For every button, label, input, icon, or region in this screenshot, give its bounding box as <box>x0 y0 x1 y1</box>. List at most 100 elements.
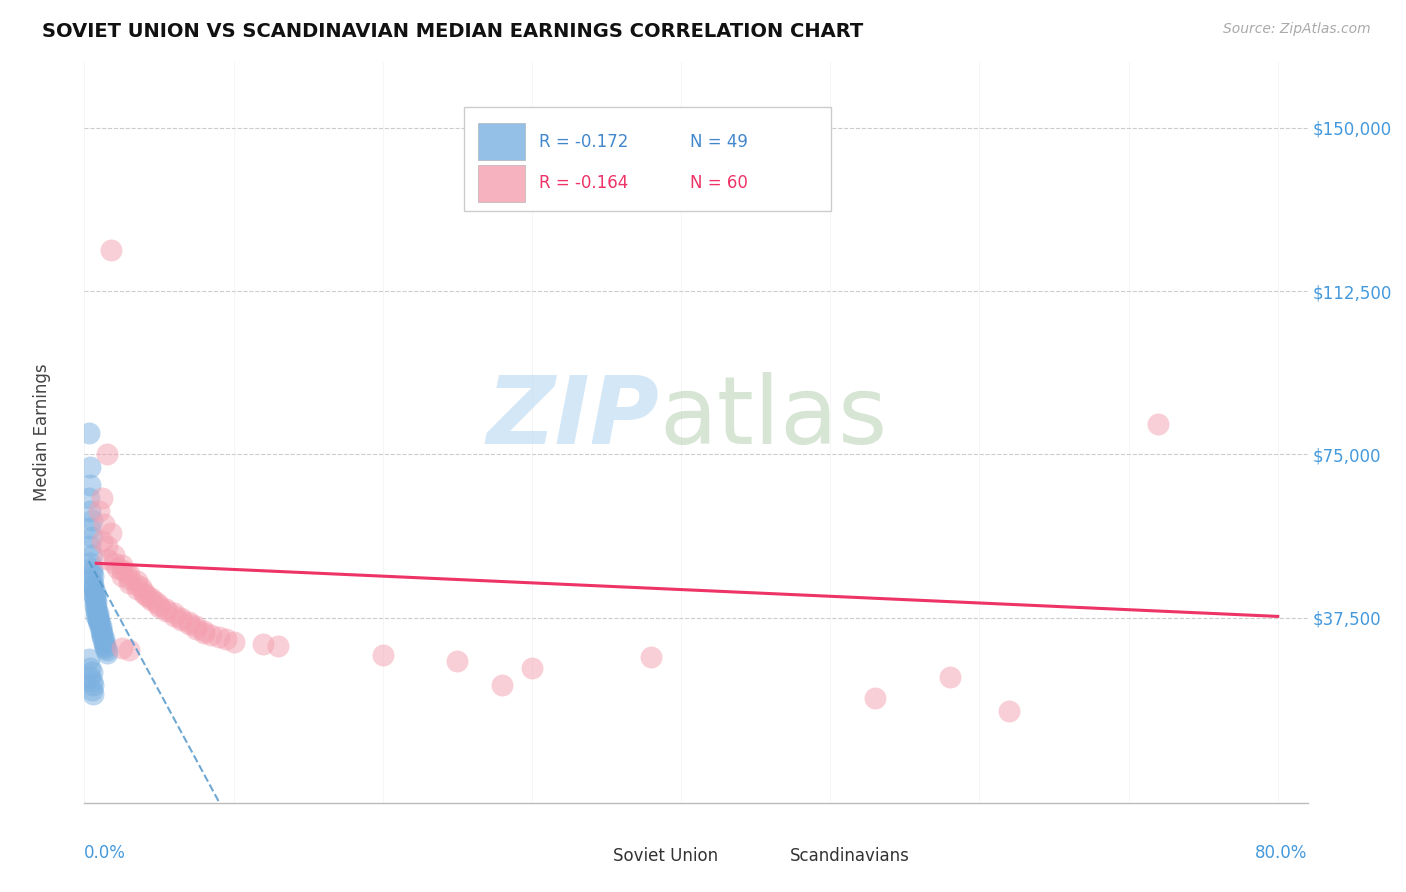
Point <box>79 460 101 475</box>
Point <box>84 599 107 614</box>
Point <box>125 582 148 597</box>
Point <box>91 626 114 640</box>
Point <box>170 613 193 627</box>
Point <box>80 530 103 544</box>
Point <box>125 574 148 588</box>
Point <box>200 628 222 642</box>
Text: Scandinavians: Scandinavians <box>790 847 910 865</box>
Text: Soviet Union: Soviet Union <box>613 847 718 865</box>
Point <box>100 243 122 257</box>
Point <box>105 560 128 574</box>
Point <box>111 569 134 583</box>
Point <box>94 641 117 656</box>
Point <box>96 643 118 657</box>
Point <box>371 648 394 662</box>
Point <box>87 613 110 627</box>
Point <box>83 584 105 599</box>
Point <box>491 678 513 692</box>
Point <box>170 610 193 624</box>
Point <box>91 534 114 549</box>
Point <box>145 595 167 609</box>
Point <box>83 598 105 612</box>
Point <box>129 580 152 594</box>
Point <box>84 602 107 616</box>
FancyBboxPatch shape <box>464 107 831 211</box>
Point <box>87 607 110 621</box>
Text: SOVIET UNION VS SCANDINAVIAN MEDIAN EARNINGS CORRELATION CHART: SOVIET UNION VS SCANDINAVIAN MEDIAN EARN… <box>42 22 863 41</box>
Point <box>115 565 138 579</box>
Point <box>267 639 290 653</box>
Point <box>79 504 101 518</box>
Point <box>91 491 114 505</box>
Point <box>91 630 114 644</box>
Point <box>96 447 118 461</box>
Point <box>82 678 104 692</box>
Point <box>96 539 118 553</box>
Point <box>80 560 103 574</box>
Point <box>148 598 170 612</box>
Point <box>103 556 125 570</box>
Point <box>89 617 111 632</box>
Point <box>80 673 103 688</box>
Point <box>82 587 104 601</box>
Point <box>84 608 107 623</box>
Point <box>207 630 229 644</box>
Point <box>82 569 104 583</box>
FancyBboxPatch shape <box>751 844 782 870</box>
Point <box>93 637 115 651</box>
Point <box>155 602 177 616</box>
Point <box>89 614 111 628</box>
Point <box>79 539 101 553</box>
Point <box>163 607 186 621</box>
Point <box>90 624 112 638</box>
Point <box>79 521 101 535</box>
Point <box>148 599 170 614</box>
Point <box>193 626 215 640</box>
Text: Source: ZipAtlas.com: Source: ZipAtlas.com <box>1223 22 1371 37</box>
Point <box>640 649 662 664</box>
Point <box>87 610 110 624</box>
Point <box>118 643 141 657</box>
Point <box>80 513 103 527</box>
Point <box>93 634 115 648</box>
Point <box>84 595 107 609</box>
FancyBboxPatch shape <box>574 844 605 870</box>
Point <box>118 567 141 582</box>
Point <box>177 615 200 629</box>
Text: N = 49: N = 49 <box>690 133 748 151</box>
Point <box>998 704 1021 718</box>
Point <box>77 652 100 666</box>
Point <box>103 548 125 562</box>
Text: Median Earnings: Median Earnings <box>32 364 51 501</box>
Point <box>186 619 208 633</box>
Point <box>79 669 101 683</box>
Point <box>84 604 107 618</box>
Point <box>80 548 103 562</box>
Point <box>79 556 101 570</box>
Point <box>82 578 104 592</box>
Point <box>193 624 215 638</box>
Point <box>863 691 886 706</box>
Point <box>83 591 105 606</box>
Point <box>446 654 468 668</box>
Point <box>118 575 141 590</box>
Text: 0.0%: 0.0% <box>84 844 127 862</box>
Point <box>89 504 111 518</box>
Point <box>93 517 115 532</box>
Point <box>89 615 111 629</box>
Point <box>83 593 105 607</box>
Point <box>520 661 543 675</box>
Point <box>136 589 159 603</box>
Point <box>82 580 104 594</box>
Text: 80.0%: 80.0% <box>1256 844 1308 862</box>
Point <box>132 587 155 601</box>
Point <box>82 687 104 701</box>
Point <box>80 565 103 579</box>
Point <box>91 628 114 642</box>
Point <box>215 632 238 647</box>
Point <box>79 478 101 492</box>
Point <box>77 425 100 440</box>
Point <box>80 682 103 697</box>
Point <box>141 591 163 606</box>
Point <box>938 669 960 683</box>
